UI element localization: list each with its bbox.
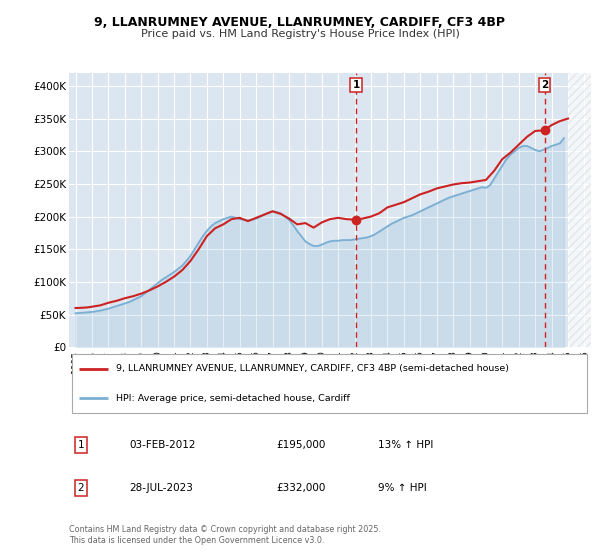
Text: £195,000: £195,000	[276, 440, 325, 450]
Text: 2: 2	[77, 483, 85, 493]
Bar	[568, 73, 591, 347]
Text: 9% ↑ HPI: 9% ↑ HPI	[378, 483, 427, 493]
Text: HPI: Average price, semi-detached house, Cardiff: HPI: Average price, semi-detached house,…	[116, 394, 350, 403]
Text: 2: 2	[541, 80, 548, 90]
Text: Price paid vs. HM Land Registry's House Price Index (HPI): Price paid vs. HM Land Registry's House …	[140, 29, 460, 39]
Text: 03-FEB-2012: 03-FEB-2012	[129, 440, 196, 450]
Text: 9, LLANRUMNEY AVENUE, LLANRUMNEY, CARDIFF, CF3 4BP: 9, LLANRUMNEY AVENUE, LLANRUMNEY, CARDIF…	[95, 16, 505, 29]
Text: £332,000: £332,000	[276, 483, 325, 493]
Text: 28-JUL-2023: 28-JUL-2023	[129, 483, 193, 493]
Text: 1: 1	[352, 80, 360, 90]
FancyBboxPatch shape	[71, 354, 587, 413]
Bar	[568, 73, 591, 347]
Text: 13% ↑ HPI: 13% ↑ HPI	[378, 440, 433, 450]
Text: 9, LLANRUMNEY AVENUE, LLANRUMNEY, CARDIFF, CF3 4BP (semi-detached house): 9, LLANRUMNEY AVENUE, LLANRUMNEY, CARDIF…	[116, 365, 509, 374]
Text: Contains HM Land Registry data © Crown copyright and database right 2025.
This d: Contains HM Land Registry data © Crown c…	[69, 525, 381, 545]
Text: 1: 1	[77, 440, 85, 450]
